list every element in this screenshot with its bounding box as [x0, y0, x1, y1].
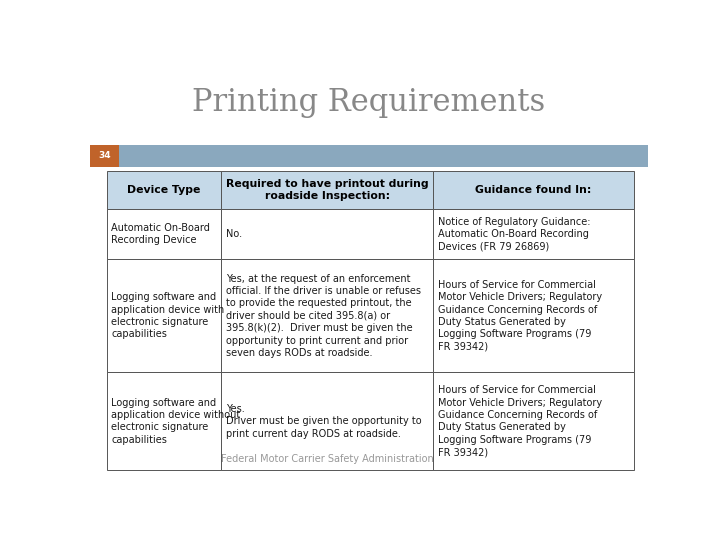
Bar: [107, 259, 221, 372]
Text: Hours of Service for Commercial
Motor Vehicle Drivers; Regulatory
Guidance Conce: Hours of Service for Commercial Motor Ve…: [438, 280, 602, 352]
Text: Yes.
Driver must be given the opportunity to
print current day RODS at roadside.: Yes. Driver must be given the opportunit…: [225, 404, 421, 438]
Bar: [433, 171, 634, 209]
Bar: [107, 171, 221, 209]
Bar: [107, 372, 221, 470]
Text: Notice of Regulatory Guidance:
Automatic On-Board Recording
Devices (FR 79 26869: Notice of Regulatory Guidance: Automatic…: [438, 217, 590, 252]
Text: Hours of Service for Commercial
Motor Vehicle Drivers; Regulatory
Guidance Conce: Hours of Service for Commercial Motor Ve…: [438, 385, 602, 457]
Bar: [433, 372, 634, 470]
Text: Automatic On-Board
Recording Device: Automatic On-Board Recording Device: [111, 223, 210, 245]
Text: Yes, at the request of an enforcement
official. If the driver is unable or refus: Yes, at the request of an enforcement of…: [225, 274, 420, 358]
Text: Device Type: Device Type: [127, 185, 201, 195]
Bar: [90, 145, 648, 167]
Text: Logging software and
application device without
electronic signature
capabilitie: Logging software and application device …: [111, 397, 240, 445]
Bar: [107, 209, 221, 259]
Bar: [221, 209, 433, 259]
Text: No.: No.: [225, 229, 242, 239]
Bar: [221, 259, 433, 372]
Bar: [90, 145, 119, 167]
Text: Logging software and
application device with
electronic signature
capabilities: Logging software and application device …: [111, 292, 225, 339]
Text: Required to have printout during
roadside Inspection:: Required to have printout during roadsid…: [226, 179, 428, 201]
Bar: [221, 171, 433, 209]
Bar: [433, 259, 634, 372]
Bar: [221, 372, 433, 470]
Text: Printing Requirements: Printing Requirements: [192, 87, 546, 118]
Text: Federal Motor Carrier Safety Administration: Federal Motor Carrier Safety Administrat…: [221, 454, 433, 464]
Text: 34: 34: [98, 151, 111, 160]
Text: Guidance found In:: Guidance found In:: [475, 185, 592, 195]
Bar: [433, 209, 634, 259]
